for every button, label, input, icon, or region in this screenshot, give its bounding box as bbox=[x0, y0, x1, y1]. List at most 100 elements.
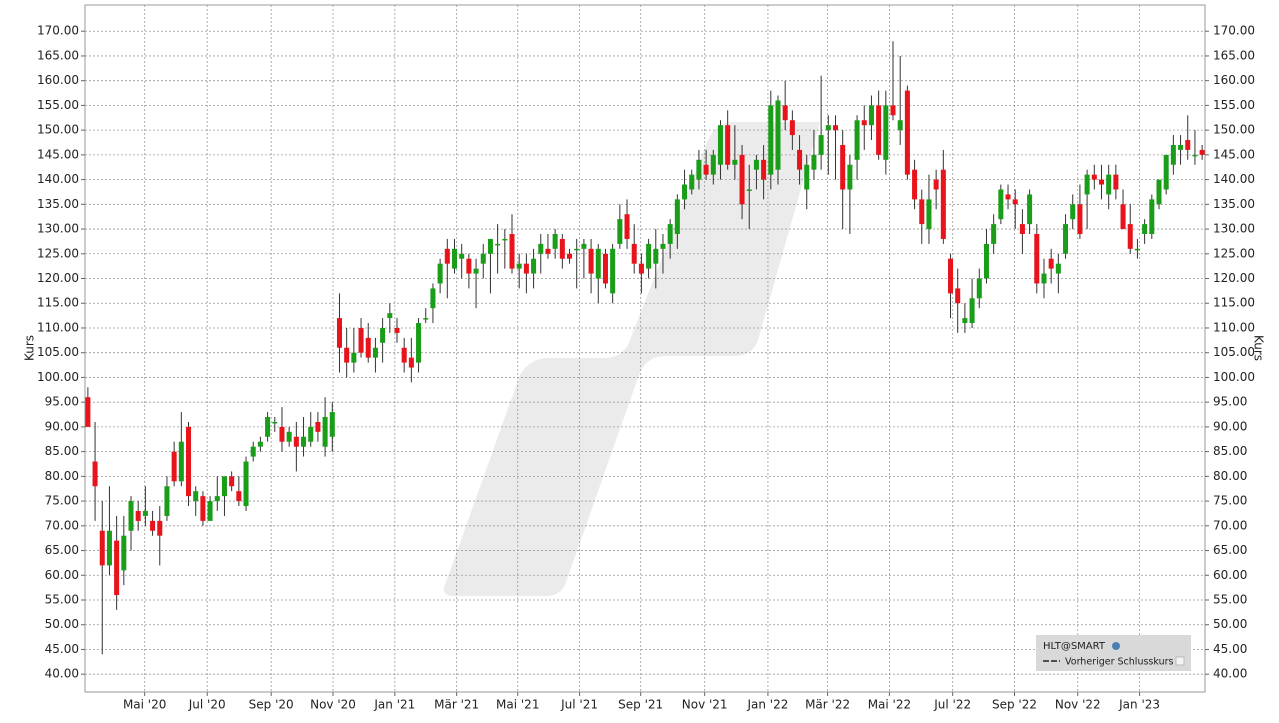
candle-body bbox=[207, 501, 213, 521]
candle-body bbox=[1070, 204, 1076, 220]
candle-body bbox=[940, 169, 946, 239]
candle-body bbox=[430, 288, 436, 309]
y-tick-label: 40.00 bbox=[45, 667, 79, 681]
candle-body bbox=[1034, 234, 1040, 284]
y-tick-label-right: 145.00 bbox=[1213, 147, 1255, 161]
candle-body bbox=[998, 189, 1004, 220]
y-tick-label: 120.00 bbox=[37, 271, 79, 285]
candle-body bbox=[257, 441, 263, 447]
y-tick-label-right: 85.00 bbox=[1213, 444, 1247, 458]
y-tick-label: 125.00 bbox=[37, 246, 79, 260]
candle-body bbox=[897, 120, 903, 131]
y-tick-label-right: 80.00 bbox=[1213, 469, 1247, 483]
candle-body bbox=[502, 238, 508, 241]
candle-body bbox=[832, 125, 839, 131]
candle-body bbox=[451, 248, 458, 269]
candle-body bbox=[1120, 204, 1126, 230]
candle-body bbox=[717, 125, 723, 165]
candle-body bbox=[904, 90, 910, 175]
candle-body bbox=[186, 426, 192, 497]
candle-body bbox=[753, 159, 759, 170]
candle-body bbox=[1106, 174, 1112, 195]
candle-body bbox=[164, 486, 170, 516]
y-tick-label-right: 55.00 bbox=[1213, 593, 1247, 607]
candle-body bbox=[631, 243, 637, 264]
y-tick-label: 105.00 bbox=[37, 345, 79, 359]
y-tick-label-right: 115.00 bbox=[1213, 296, 1255, 310]
candle-body bbox=[574, 248, 580, 251]
x-tick-label: Mai '21 bbox=[496, 698, 539, 712]
candle-body bbox=[92, 461, 98, 487]
x-tick-label: Sep '21 bbox=[618, 698, 663, 712]
candle-body bbox=[308, 426, 314, 442]
y-axis-label: Kurs bbox=[23, 335, 37, 361]
y-tick-label: 95.00 bbox=[45, 395, 79, 409]
y-tick-label-right: 70.00 bbox=[1213, 518, 1247, 532]
y-tick-label: 110.00 bbox=[37, 320, 79, 334]
candle-body bbox=[1163, 154, 1169, 190]
y-tick-label-right: 40.00 bbox=[1213, 667, 1247, 681]
candle-body bbox=[739, 154, 745, 205]
candle-body bbox=[459, 253, 465, 259]
candle-body bbox=[423, 318, 429, 320]
candle-body bbox=[1019, 224, 1025, 234]
candle-body bbox=[315, 421, 321, 432]
x-tick-label: Jul '20 bbox=[188, 698, 226, 712]
candle-body bbox=[552, 234, 558, 249]
candle-body bbox=[495, 243, 501, 246]
candle-body bbox=[581, 243, 587, 249]
x-tick-label: Mär '22 bbox=[805, 698, 850, 712]
candle-body bbox=[128, 501, 134, 531]
candle-body bbox=[689, 174, 695, 190]
candle-body bbox=[365, 337, 371, 358]
candle-body bbox=[344, 347, 350, 363]
y-tick-label: 130.00 bbox=[37, 222, 79, 236]
candle-body bbox=[329, 412, 335, 437]
candle-body bbox=[243, 461, 249, 507]
candle-body bbox=[746, 189, 752, 191]
y-tick-label: 145.00 bbox=[37, 147, 79, 161]
candle-body bbox=[150, 520, 156, 531]
candle-body bbox=[768, 105, 774, 175]
y-tick-label: 70.00 bbox=[45, 518, 79, 532]
y-tick-label-right: 50.00 bbox=[1213, 617, 1247, 631]
candle-body bbox=[135, 510, 141, 521]
candle-body bbox=[444, 248, 450, 264]
x-tick-label: Mär '21 bbox=[434, 698, 479, 712]
candle-body bbox=[638, 263, 644, 274]
candle-body bbox=[567, 253, 573, 259]
candle-body bbox=[437, 263, 443, 284]
candle-body bbox=[624, 214, 630, 239]
candle-body bbox=[811, 154, 817, 170]
candle-body bbox=[682, 184, 688, 200]
candle-body bbox=[983, 243, 989, 279]
candle-body bbox=[617, 219, 623, 244]
candle-body bbox=[380, 327, 386, 343]
candle-body bbox=[588, 248, 594, 274]
candle-body bbox=[401, 347, 407, 363]
candle-body bbox=[840, 144, 846, 190]
candle-body bbox=[854, 120, 860, 160]
candle-body bbox=[279, 426, 285, 442]
candle-body bbox=[933, 179, 939, 190]
y-tick-label-right: 110.00 bbox=[1213, 320, 1255, 334]
candle-body bbox=[1048, 258, 1054, 269]
legend-label: HLT@SMART bbox=[1043, 641, 1106, 652]
candle-body bbox=[761, 159, 767, 180]
candle-body bbox=[1142, 224, 1148, 234]
legend-label: Vorheriger Schlusskurs bbox=[1065, 657, 1173, 668]
candle-body bbox=[674, 199, 680, 234]
candle-body bbox=[473, 268, 479, 274]
x-tick-label: Jul '22 bbox=[933, 698, 971, 712]
candle-body bbox=[1012, 199, 1018, 205]
y-tick-label-right: 120.00 bbox=[1213, 271, 1255, 285]
candle-body bbox=[1027, 194, 1033, 225]
y-tick-label-right: 65.00 bbox=[1213, 543, 1247, 557]
candle-body bbox=[804, 164, 810, 190]
candle-body bbox=[106, 530, 112, 566]
y-tick-label: 135.00 bbox=[37, 197, 79, 211]
candle-body bbox=[99, 530, 105, 566]
candle-body bbox=[272, 421, 278, 424]
candle-body bbox=[883, 105, 889, 160]
y-tick-label-right: 60.00 bbox=[1213, 568, 1247, 582]
